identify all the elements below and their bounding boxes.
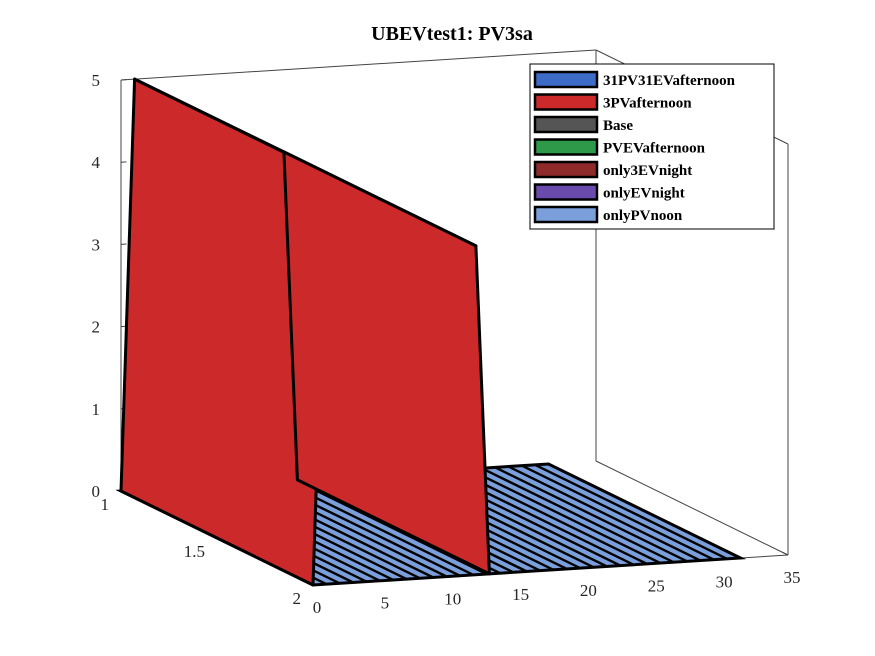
base-strip	[283, 480, 485, 575]
legend-item: PVEVafternoon	[533, 138, 706, 157]
z-tick-label: 4	[92, 153, 101, 172]
base-strip	[270, 481, 471, 576]
base-strip	[484, 467, 685, 563]
legend-label: 3PVafternoon	[603, 96, 692, 112]
legend-label: 31PV31EVafternoon	[603, 73, 736, 89]
y-tick-label: 1.5	[184, 542, 205, 561]
legend-item: 3PVafternoon	[533, 93, 692, 112]
z-tick-label: 5	[92, 71, 101, 90]
legend-swatch	[533, 205, 599, 224]
legend-swatch	[533, 160, 599, 179]
y-tick-label: 1	[101, 495, 110, 514]
z-tick-label: 3	[92, 235, 101, 254]
base-strip	[537, 464, 739, 559]
legend-swatch	[533, 70, 599, 89]
legend-swatch	[533, 183, 599, 201]
z-tick-label: 1	[92, 400, 101, 419]
base-strip	[510, 465, 712, 561]
legend-item: only3EVnight	[533, 160, 692, 179]
base-strip	[444, 470, 645, 565]
z-tick-label: 2	[92, 318, 101, 337]
base-strip	[497, 466, 698, 562]
base-strip	[470, 468, 672, 563]
legend-label: onlyPVnoon	[603, 208, 683, 224]
x-tick-label: 0	[313, 598, 322, 617]
x-tick-label: 15	[512, 585, 529, 604]
legend-item: 31PV31EVafternoon	[533, 70, 736, 89]
legend-label: only3EVnight	[603, 163, 692, 179]
x-tick-label: 35	[784, 568, 801, 587]
legend-item: onlyPVnoon	[533, 205, 683, 224]
base-strip	[524, 465, 725, 560]
x-tick-label: 10	[444, 589, 461, 608]
legend-label: Base	[603, 118, 633, 134]
z-tick-label: 0	[92, 482, 101, 501]
x-tick-label: 20	[580, 581, 597, 600]
legend-label: onlyEVnight	[603, 186, 685, 202]
red-surface	[119, 77, 491, 587]
legend-item: onlyEVnight	[533, 183, 685, 202]
x-tick-label: 5	[381, 594, 390, 613]
x-tick-label: 25	[648, 577, 665, 596]
y-tick-label: 2	[293, 589, 302, 608]
legend-swatch	[533, 93, 599, 111]
legend-label: PVEVafternoon	[603, 141, 706, 157]
surface-panel	[282, 150, 491, 576]
base-strip	[457, 469, 658, 564]
legend-swatch	[533, 115, 599, 134]
chart-title: UBEVtest1: PV3sa	[371, 23, 533, 45]
legend-item: Base	[533, 115, 633, 134]
x-tick-label: 30	[716, 572, 733, 591]
legend: 31PV31EVafternoon 3PVafternoon Base PVEVaft…	[529, 63, 775, 230]
legend-swatch	[533, 138, 599, 156]
